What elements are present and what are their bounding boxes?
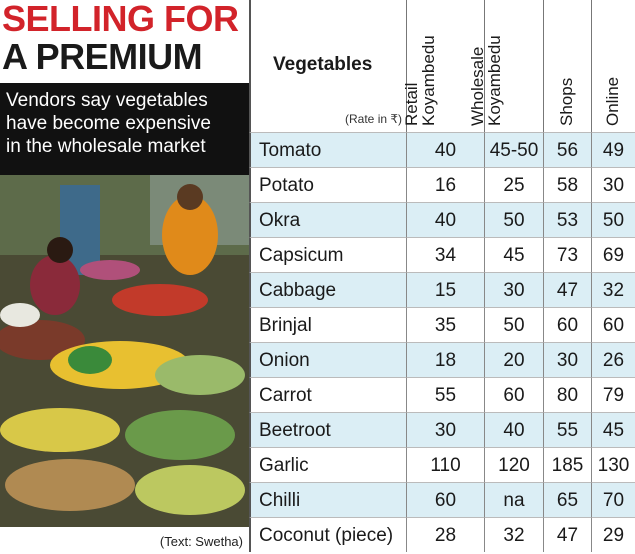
wholesale-header: Wholesale Koyambedu [468, 35, 504, 126]
shops-price: 65 [543, 482, 591, 517]
retail-price: 34 [406, 237, 484, 272]
rate-note: (Rate in ₹) [345, 112, 402, 126]
retail-price: 15 [406, 272, 484, 307]
headline: SELLING FOR A PREMIUM [2, 0, 247, 76]
vegetables-header-cell: Vegetables (Rate in ₹) [249, 0, 406, 132]
shops-price: 55 [543, 412, 591, 447]
online-price: 49 [591, 132, 635, 167]
deck-text: Vendors say vegetables have become expen… [0, 83, 249, 175]
online-price: 26 [591, 342, 635, 377]
table-row: Carrot 55 60 80 79 [249, 377, 635, 412]
headline-line-1: SELLING FOR [2, 0, 239, 39]
vegetable-name: Potato [249, 167, 406, 202]
vegetables-header: Vegetables [273, 54, 373, 75]
wholesale-price: 60 [484, 377, 543, 412]
table-row: Beetroot 30 40 55 45 [249, 412, 635, 447]
left-panel: SELLING FOR A PREMIUM Vendors say vegeta… [0, 0, 249, 554]
shops-price: 60 [543, 307, 591, 342]
shops-price: 80 [543, 377, 591, 412]
wholesale-price: 32 [484, 517, 543, 552]
vegetable-name: Coconut (piece) [249, 517, 406, 552]
retail-header-cell: Retail Koyambedu [401, 0, 484, 132]
online-price: 30 [591, 167, 635, 202]
vegetable-name: Garlic [249, 447, 406, 482]
retail-price: 40 [406, 132, 484, 167]
table-row: Garlic 110 120 185 130 [249, 447, 635, 482]
wholesale-price: na [484, 482, 543, 517]
table-row: Capsicum 34 45 73 69 [249, 237, 635, 272]
online-price: 32 [591, 272, 635, 307]
table-row: Coconut (piece) 28 32 47 29 [249, 517, 635, 552]
wholesale-price: 20 [484, 342, 543, 377]
online-price: 69 [591, 237, 635, 272]
price-table: Vegetables (Rate in ₹) Retail Koyambedu … [249, 0, 635, 554]
vegetable-name: Tomato [249, 132, 406, 167]
shops-header: Shops [556, 77, 576, 126]
table-row: Chilli 60 na 65 70 [249, 482, 635, 517]
shops-price: 58 [543, 167, 591, 202]
retail-price: 35 [406, 307, 484, 342]
deck-line-2: have become expensive [6, 113, 211, 134]
vegetable-name: Onion [249, 342, 406, 377]
photo-credit: (Text: Swetha) [0, 530, 249, 554]
deck-line-3: in the wholesale market [6, 136, 206, 157]
table-row: Onion 18 20 30 26 [249, 342, 635, 377]
vegetable-name: Chilli [249, 482, 406, 517]
vegetable-name: Carrot [249, 377, 406, 412]
table-row: Cabbage 15 30 47 32 [249, 272, 635, 307]
wholesale-price: 30 [484, 272, 543, 307]
table-row: Potato 16 25 58 30 [249, 167, 635, 202]
wholesale-price: 50 [484, 307, 543, 342]
online-header-cell: Online [591, 0, 635, 132]
table-row: Brinjal 35 50 60 60 [249, 307, 635, 342]
vegetable-name: Beetroot [249, 412, 406, 447]
wholesale-price: 45 [484, 237, 543, 272]
retail-price: 18 [406, 342, 484, 377]
headline-line-2: A PREMIUM [2, 36, 203, 77]
online-price: 130 [591, 447, 635, 482]
wholesale-header-cell: Wholesale Koyambedu [468, 0, 543, 132]
retail-price: 110 [406, 447, 484, 482]
online-price: 70 [591, 482, 635, 517]
shops-price: 30 [543, 342, 591, 377]
retail-header: Retail Koyambedu [401, 35, 438, 126]
retail-price: 60 [406, 482, 484, 517]
wholesale-price: 25 [484, 167, 543, 202]
wholesale-price: 45-50 [484, 132, 543, 167]
table-row: Tomato 40 45-50 56 49 [249, 132, 635, 167]
retail-price: 16 [406, 167, 484, 202]
table-row: Okra 40 50 53 50 [249, 202, 635, 237]
online-price: 79 [591, 377, 635, 412]
vegetable-name: Okra [249, 202, 406, 237]
online-price: 29 [591, 517, 635, 552]
online-header: Online [602, 76, 622, 126]
shops-price: 53 [543, 202, 591, 237]
vegetable-name: Capsicum [249, 237, 406, 272]
wholesale-price: 40 [484, 412, 543, 447]
vegetable-name: Cabbage [249, 272, 406, 307]
vegetable-name: Brinjal [249, 307, 406, 342]
shops-price: 47 [543, 272, 591, 307]
wholesale-price: 120 [484, 447, 543, 482]
market-photo [0, 175, 249, 527]
online-price: 50 [591, 202, 635, 237]
shops-price: 73 [543, 237, 591, 272]
shops-price: 56 [543, 132, 591, 167]
retail-price: 30 [406, 412, 484, 447]
retail-price: 28 [406, 517, 484, 552]
shops-price: 47 [543, 517, 591, 552]
retail-price: 40 [406, 202, 484, 237]
shops-header-cell: Shops [543, 0, 591, 132]
online-price: 45 [591, 412, 635, 447]
retail-price: 55 [406, 377, 484, 412]
deck-line-1: Vendors say vegetables [6, 90, 208, 111]
wholesale-price: 50 [484, 202, 543, 237]
online-price: 60 [591, 307, 635, 342]
shops-price: 185 [543, 447, 591, 482]
